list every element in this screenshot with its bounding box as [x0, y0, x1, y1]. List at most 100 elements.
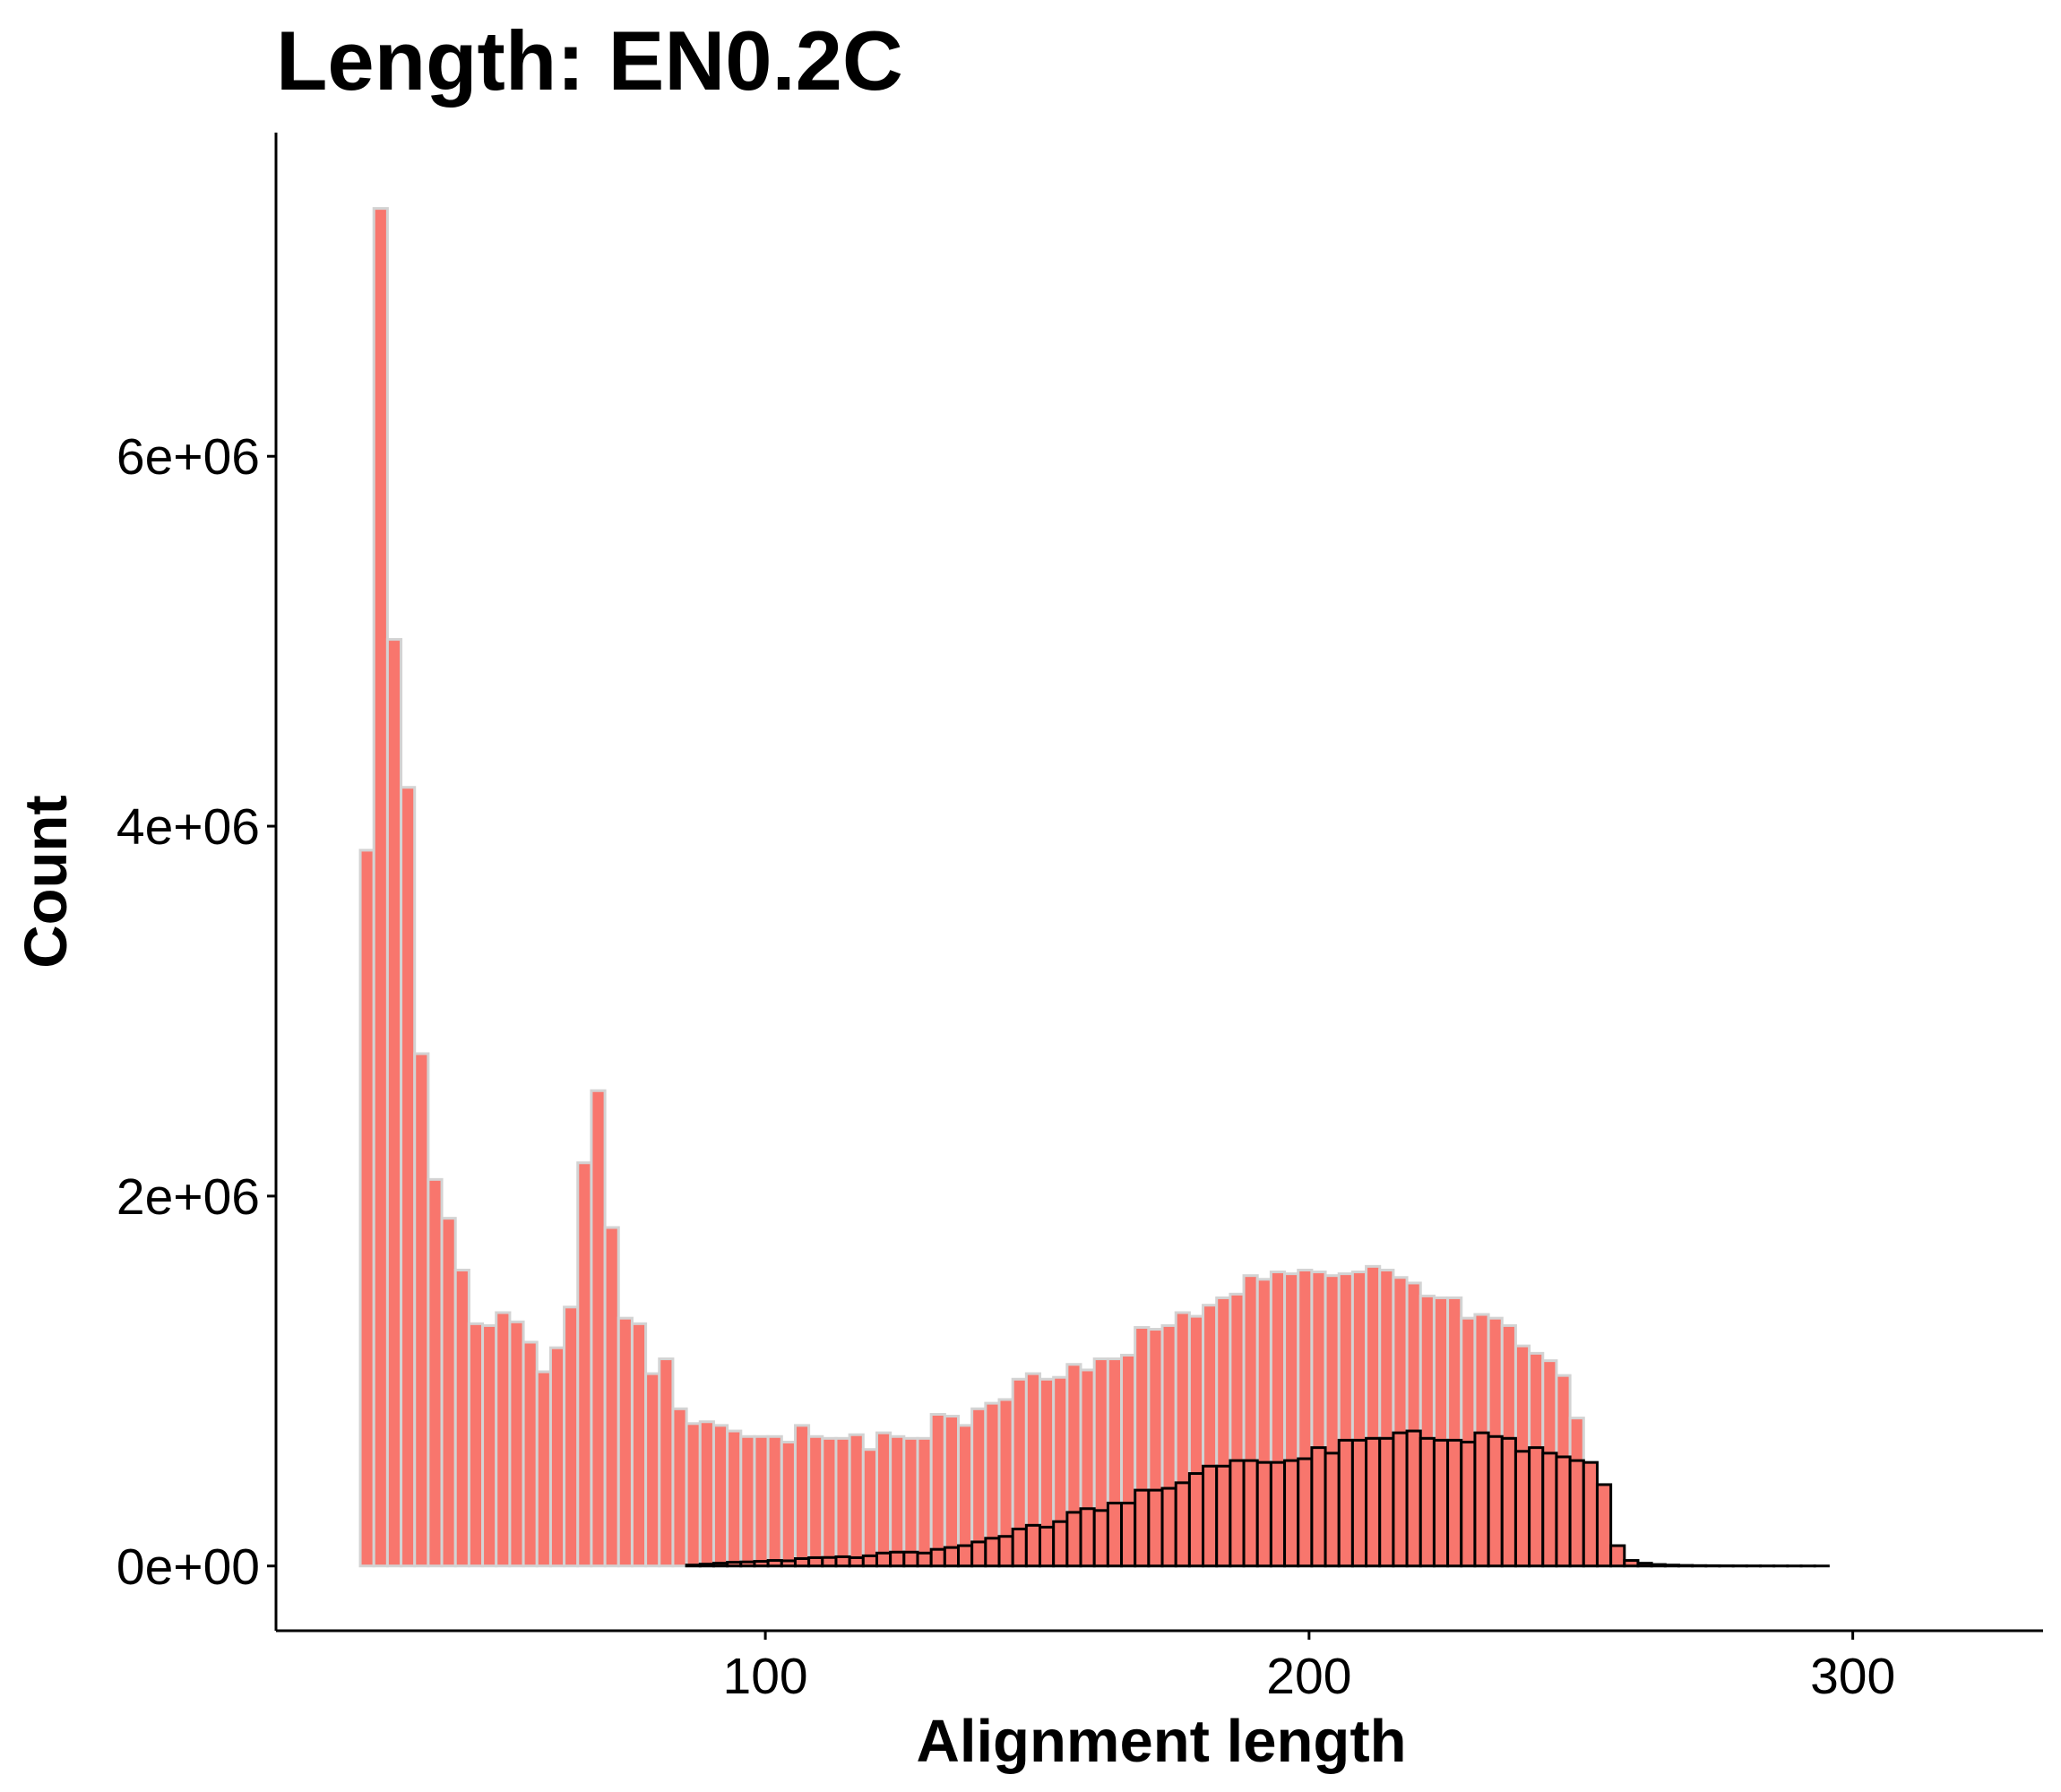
bar-subset: [1623, 1559, 1640, 1568]
bar-all: [807, 1434, 824, 1568]
bar-subset: [685, 1564, 702, 1568]
bars-subset-alignments: [685, 1429, 1830, 1568]
bar-subset: [780, 1559, 797, 1568]
bar-all: [726, 1429, 743, 1568]
bar-all: [522, 1340, 539, 1568]
bar-all: [658, 1357, 675, 1568]
bar-subset: [1595, 1483, 1613, 1568]
bar-subset: [1541, 1452, 1558, 1568]
bar-all: [793, 1424, 811, 1568]
bar-all: [453, 1268, 470, 1568]
bar-all: [902, 1436, 919, 1568]
bar-all: [943, 1415, 960, 1568]
bar-all: [467, 1322, 485, 1568]
bar-all: [427, 1177, 444, 1568]
bar-subset: [766, 1559, 783, 1568]
y-tick-label: 4e+06: [116, 798, 260, 856]
bar-subset: [1473, 1431, 1490, 1568]
bar-all: [440, 1217, 457, 1568]
bar-subset: [1255, 1460, 1272, 1568]
bar-subset: [753, 1560, 770, 1568]
y-tick-label: 0e+00: [116, 1538, 260, 1596]
bar-all: [875, 1431, 893, 1568]
bar-subset: [1636, 1562, 1653, 1568]
bar-subset: [1500, 1436, 1517, 1568]
bar-all: [590, 1089, 607, 1568]
bar-all: [671, 1407, 688, 1568]
bar-subset: [1555, 1455, 1572, 1568]
bar-subset: [1134, 1488, 1151, 1568]
chart-title: Length: EN0.2C: [276, 13, 903, 108]
bar-all: [766, 1434, 783, 1568]
x-tick-label: 100: [723, 1648, 808, 1705]
bar-subset: [1092, 1509, 1109, 1568]
bar-all: [400, 786, 417, 1568]
bar-subset: [1405, 1429, 1422, 1568]
bar-subset: [1419, 1436, 1436, 1568]
bar-subset: [1269, 1460, 1287, 1568]
bar-all: [889, 1434, 906, 1568]
bar-subset: [1350, 1438, 1368, 1568]
bar-subset: [1229, 1459, 1246, 1568]
bar-subset: [984, 1537, 1001, 1568]
bar-subset: [1677, 1564, 1695, 1568]
bar-all: [848, 1433, 865, 1568]
bar-subset: [1024, 1523, 1042, 1568]
bar-subset: [943, 1546, 960, 1568]
bar-subset: [1487, 1434, 1504, 1568]
x-tick-label: 300: [1810, 1648, 1895, 1705]
bar-all: [535, 1370, 552, 1568]
bar-all: [739, 1434, 756, 1568]
bar-subset: [1378, 1436, 1395, 1568]
bar-all: [548, 1346, 566, 1568]
bar-subset: [848, 1555, 865, 1568]
bar-all: [929, 1412, 946, 1568]
bar-subset: [1052, 1520, 1069, 1568]
bar-subset: [1187, 1472, 1205, 1568]
bar-subset: [957, 1544, 974, 1568]
bar-subset: [1513, 1450, 1531, 1568]
bar-subset: [834, 1555, 851, 1568]
y-axis-ticks: 0e+00 2e+06 4e+06 6e+06: [116, 428, 276, 1596]
bar-all: [861, 1448, 878, 1568]
bar-subset: [1160, 1486, 1177, 1568]
bar-subset: [929, 1547, 946, 1568]
bar-subset: [1147, 1488, 1164, 1568]
bar-all: [698, 1420, 715, 1568]
bar-all: [644, 1372, 661, 1568]
bar-subset: [875, 1551, 893, 1568]
bar-all: [481, 1323, 498, 1568]
bar-all: [916, 1436, 933, 1568]
bar-subset: [698, 1563, 715, 1568]
bar-subset: [1065, 1511, 1082, 1568]
bar-all: [753, 1434, 770, 1568]
x-axis-title: Alignment length: [916, 1708, 1406, 1775]
bar-all: [508, 1320, 525, 1568]
bar-subset: [1392, 1431, 1409, 1568]
bar-subset: [997, 1535, 1014, 1568]
bar-subset: [970, 1540, 987, 1568]
bar-all: [603, 1226, 620, 1568]
bar-all: [834, 1436, 851, 1568]
bar-subset: [1365, 1436, 1382, 1568]
axes: [274, 133, 2043, 1633]
x-tick-label: 200: [1266, 1648, 1351, 1705]
bar-all: [495, 1311, 512, 1568]
y-tick-label: 2e+06: [116, 1168, 260, 1226]
bar-subset: [1337, 1438, 1354, 1568]
bar-subset: [916, 1551, 933, 1568]
y-tick-label: 6e+06: [116, 428, 260, 486]
bar-subset: [1174, 1481, 1191, 1568]
bar-subset: [807, 1555, 824, 1568]
bar-subset: [1202, 1464, 1219, 1568]
bar-subset: [1432, 1438, 1450, 1568]
bar-subset: [793, 1557, 811, 1568]
bar-subset: [1011, 1527, 1028, 1568]
bar-subset: [711, 1562, 729, 1568]
bar-subset: [1609, 1544, 1626, 1568]
bar-subset: [1324, 1452, 1341, 1568]
y-axis-title: Count: [13, 795, 80, 968]
bar-subset: [1446, 1438, 1463, 1568]
bar-subset: [1215, 1464, 1232, 1568]
bar-subset: [1568, 1459, 1585, 1568]
